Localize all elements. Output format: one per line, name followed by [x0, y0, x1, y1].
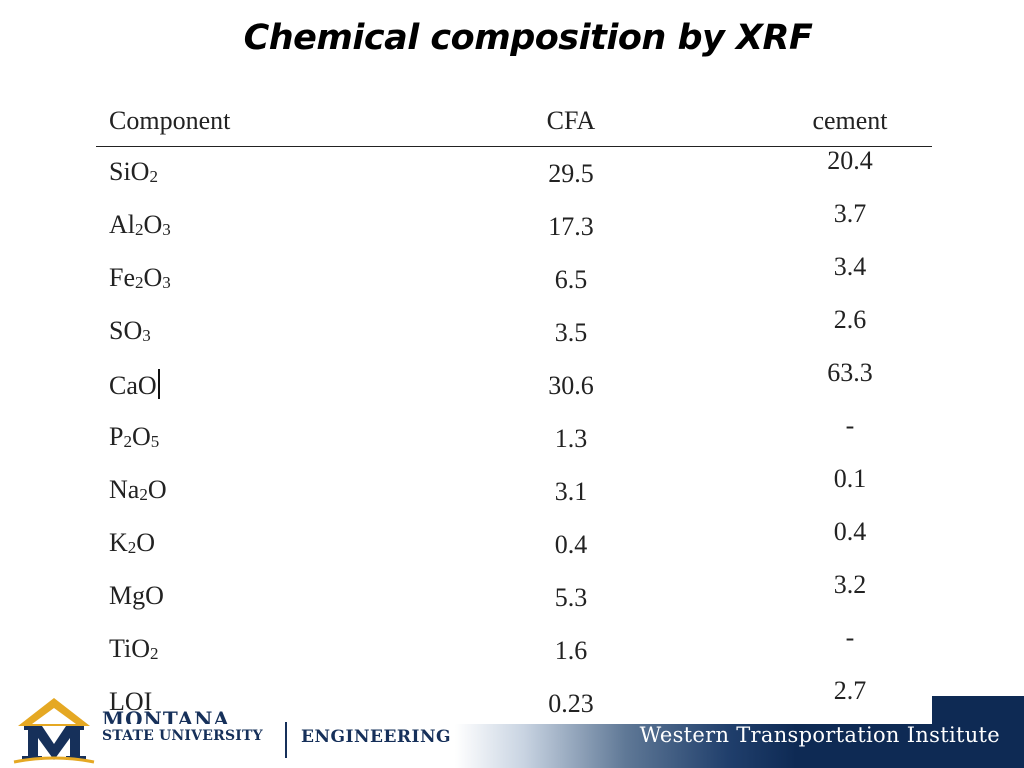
component-cell: Al2O3 — [109, 210, 171, 240]
component-formula: SO — [109, 316, 143, 345]
component-formula: CaO — [109, 371, 157, 400]
component-cell: SO3 — [109, 316, 151, 346]
component-cell: Fe2O3 — [109, 263, 171, 293]
cfa-value: 29.5 — [548, 159, 594, 188]
msu-wordmark-top: MONTANA — [102, 710, 230, 724]
cement-value: 63.3 — [827, 358, 873, 387]
table-row: Fe2O3 6.5 3.4 — [96, 252, 932, 306]
msu-wordmark-bottom: STATE UNIVERSITY — [102, 728, 263, 744]
college-engineering: ENGINEERING — [301, 727, 452, 747]
formula-text: O — [147, 475, 167, 504]
formula-subscript: 2 — [139, 485, 148, 504]
component-formula: K — [109, 528, 128, 557]
formula-subscript: 3 — [142, 326, 151, 345]
component-cell: K2O — [109, 528, 155, 558]
cfa-value: 1.6 — [554, 636, 588, 665]
formula-subscript: 2 — [123, 432, 132, 451]
footer-navy-block — [932, 696, 1024, 724]
footer-gradient-band — [455, 724, 1024, 768]
table-row: CaO 30.6 63.3 — [96, 358, 932, 412]
cfa-value: 17.3 — [548, 212, 594, 241]
cement-value: 2.7 — [833, 676, 867, 705]
formula-subscript: 2 — [127, 538, 137, 557]
formula-subscript: 2 — [135, 273, 144, 292]
table-row: MgO 5.3 3.2 — [96, 570, 932, 624]
msu-wordmark: MONTANA STATE UNIVERSITY — [102, 710, 263, 745]
formula-subscript: 2 — [135, 220, 144, 239]
component-cell: LOI — [109, 687, 152, 717]
component-formula: Al — [109, 210, 135, 239]
cfa-value: 30.6 — [548, 371, 594, 400]
cement-value: - — [845, 411, 855, 440]
cfa-value: 3.1 — [554, 477, 588, 506]
formula-text: O — [143, 210, 163, 239]
institute-name: Western Transportation Institute — [639, 723, 1000, 747]
formula-subscript: 2 — [149, 644, 159, 663]
table-row: P2O5 1.3 - — [96, 411, 932, 465]
table-header-row: Component CFA cement — [96, 98, 932, 147]
table-row: SO3 3.5 2.6 — [96, 305, 932, 359]
logo-divider — [285, 722, 287, 758]
cement-value: 0.1 — [833, 464, 867, 493]
cfa-value: 0.4 — [554, 530, 588, 559]
slide-title: Chemical composition by XRF — [243, 18, 813, 58]
header-cfa: CFA — [546, 106, 596, 135]
component-cell: SiO2 — [109, 157, 158, 187]
component-cell: P2O5 — [109, 422, 159, 452]
component-cell: Na2O — [109, 475, 167, 505]
table-row: LOI 0.23 2.7 — [96, 676, 932, 730]
cement-value: 3.2 — [833, 570, 867, 599]
component-cell: MgO — [109, 581, 164, 611]
cfa-value: 0.23 — [548, 689, 594, 718]
table-row: K2O 0.4 0.4 — [96, 517, 932, 571]
table-row: Na2O 3.1 0.1 — [96, 464, 932, 518]
formula-subscript: 5 — [150, 432, 160, 451]
cement-value: 2.6 — [833, 305, 867, 334]
component-cell: CaO — [109, 369, 160, 401]
composition-table: Component CFA cement SiO2 29.5 20.4 Al2O3 17… — [96, 98, 932, 730]
table-body: SiO2 29.5 20.4 Al2O3 17.3 3.7 Fe2O3 6.5 3.4 SO3 3.… — [96, 146, 932, 730]
table-row: SiO2 29.5 20.4 — [96, 146, 932, 200]
component-formula: SiO — [109, 157, 150, 186]
cement-value: 3.7 — [833, 199, 867, 228]
msu-m-logo-icon — [13, 698, 95, 764]
cfa-value: 1.3 — [554, 424, 588, 453]
cement-value: - — [845, 623, 855, 652]
component-formula: Fe — [109, 263, 135, 292]
cfa-value: 6.5 — [554, 265, 588, 294]
component-formula: P — [109, 422, 124, 451]
component-cell: TiO2 — [109, 634, 158, 664]
cfa-value: 5.3 — [554, 583, 588, 612]
text-cursor — [157, 369, 160, 399]
formula-text: O — [143, 263, 163, 292]
table-row: TiO2 1.6 - — [96, 623, 932, 677]
formula-text: O — [131, 422, 151, 451]
component-formula: TiO — [109, 634, 150, 663]
table-row: Al2O3 17.3 3.7 — [96, 199, 932, 253]
cfa-value: 3.5 — [554, 318, 588, 347]
component-formula: LOI — [109, 687, 153, 716]
header-component: Component — [109, 106, 231, 135]
cement-value: 0.4 — [833, 517, 867, 546]
formula-text: O — [136, 528, 156, 557]
formula-subscript: 3 — [162, 220, 171, 239]
component-formula: Na — [109, 475, 140, 504]
header-cement: cement — [812, 106, 888, 135]
formula-subscript: 3 — [162, 273, 171, 292]
cement-value: 3.4 — [833, 252, 867, 281]
formula-subscript: 2 — [149, 167, 158, 186]
component-formula: MgO — [109, 581, 164, 610]
cement-value: 20.4 — [827, 146, 873, 175]
footer-banner: MONTANA STATE UNIVERSITY ENGINEERING Wes… — [0, 696, 1024, 768]
